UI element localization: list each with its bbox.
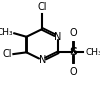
- Text: N: N: [39, 55, 46, 65]
- Text: Cl: Cl: [38, 2, 47, 12]
- Text: S: S: [69, 47, 77, 57]
- Text: O: O: [70, 28, 77, 38]
- Text: O: O: [70, 67, 77, 77]
- Text: Cl: Cl: [2, 49, 12, 59]
- Text: CH₃: CH₃: [85, 48, 100, 57]
- Text: N: N: [55, 32, 62, 42]
- Text: CH₃: CH₃: [0, 28, 13, 37]
